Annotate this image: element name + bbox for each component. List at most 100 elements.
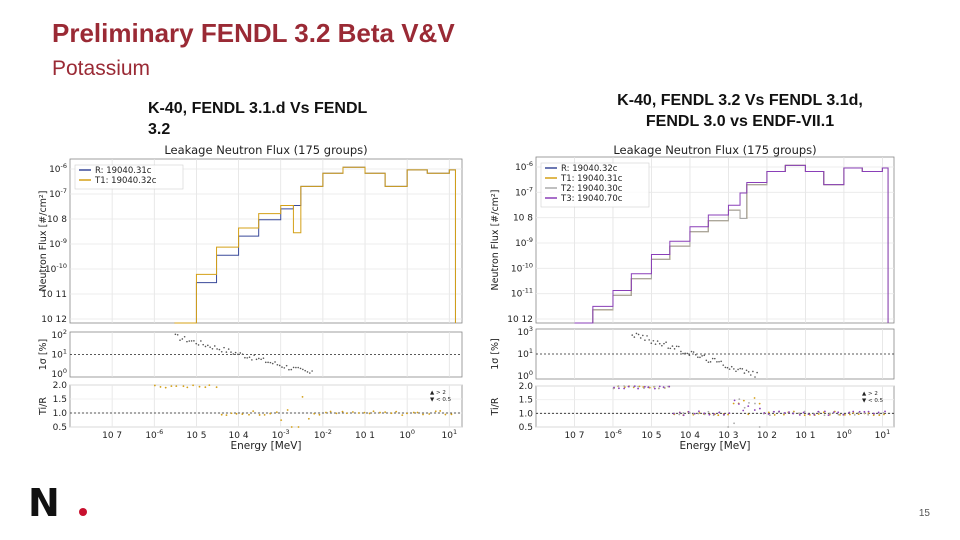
- flux-y-tick-label: 10-10: [511, 261, 533, 274]
- ratio-point: [837, 411, 840, 414]
- error-point: [267, 361, 269, 364]
- ratio-legend-lt: ▼ < 0.5: [430, 397, 452, 403]
- flux-y-tick-label: 10-9: [515, 236, 533, 249]
- error-point: [302, 368, 304, 371]
- error-point: [677, 345, 680, 348]
- error-point: [733, 368, 735, 370]
- error-y-tick-label: 101: [517, 347, 533, 360]
- x-tick-label: 10-6: [145, 428, 163, 441]
- error-point: [211, 348, 214, 350]
- chart-left: Leakage Neutron Flux (175 groups) 10-6 10-…: [38, 143, 463, 452]
- ratio-point: [263, 413, 266, 416]
- flux-y-tick-label: 10-6: [515, 160, 533, 173]
- ratio-point: [372, 410, 375, 413]
- error-point: [276, 363, 279, 366]
- ratio-point: [747, 413, 750, 416]
- error-point: [290, 368, 293, 371]
- error-point: [663, 342, 665, 345]
- ratio-point: [708, 413, 711, 416]
- ratio-point: [852, 410, 855, 413]
- ratio-point: [653, 385, 656, 388]
- caption-left: K-40, FENDL 3.1.d Vs FENDL 3.2: [148, 100, 368, 138]
- ratio-point: [718, 411, 721, 414]
- ratio-point: [428, 413, 431, 415]
- ratio-point: [842, 413, 845, 416]
- error-point: [216, 348, 218, 350]
- ratio-y-tick-label: 1.0: [519, 409, 534, 419]
- ratio-point: [444, 413, 447, 416]
- ratio-point: [335, 412, 338, 415]
- ratio-point: [252, 410, 255, 413]
- ratio-point: [275, 411, 278, 414]
- ratio-legend-gt: ▲ > 2: [862, 391, 878, 397]
- ratio-point: [220, 413, 223, 416]
- ratio-y-tick-label: 0.5: [519, 423, 533, 433]
- error-point: [295, 366, 297, 369]
- x-tick-label: 10-3: [272, 428, 290, 441]
- error-point: [646, 335, 648, 337]
- error-point: [204, 345, 207, 348]
- error-point: [255, 358, 258, 361]
- error-point: [181, 338, 184, 340]
- ratio-point: [733, 399, 736, 402]
- flux-y-tick-label: 10 12: [41, 315, 67, 325]
- chart-right: Leakage Neutron Flux (175 groups) 10-6 10-…: [490, 143, 895, 452]
- ratio-point: [773, 414, 776, 416]
- ratio-point: [208, 384, 211, 386]
- error-point: [642, 334, 644, 337]
- ratio-point: [884, 410, 886, 413]
- flux-y-tick-label: 10-7: [49, 187, 67, 200]
- ratio-point: [682, 412, 685, 414]
- caption-right-line2: FENDL 3.0 vs ENDF-VII.1: [645, 113, 835, 130]
- x-tick-label: 10 5: [186, 431, 206, 441]
- error-point: [709, 361, 712, 363]
- ratio-point: [186, 386, 189, 389]
- ratio-point: [707, 410, 710, 413]
- ratio-point: [712, 414, 715, 417]
- ratio-point: [742, 399, 745, 402]
- error-point: [195, 342, 198, 345]
- error-point: [652, 339, 655, 342]
- caption-right-line1: K-40, FENDL 3.2 Vs FENDL 3.1d,: [617, 92, 863, 109]
- ratio-point: [170, 385, 173, 387]
- x-tick-label: 10 2: [757, 431, 777, 441]
- error-point: [680, 350, 682, 353]
- ratio-point: [384, 411, 387, 414]
- error-point: [705, 359, 708, 362]
- error-point: [716, 361, 718, 363]
- error-point: [232, 353, 235, 355]
- error-point: [720, 360, 722, 363]
- ratio-point: [803, 414, 806, 417]
- error-point: [639, 337, 642, 339]
- ratio-point: [863, 410, 866, 413]
- error-point: [752, 370, 754, 373]
- chart-title: Leakage Neutron Flux (175 groups): [164, 143, 367, 157]
- logo-letter: N: [28, 484, 60, 524]
- x-tick-label: 10 1: [355, 431, 375, 441]
- ratio-point: [618, 387, 620, 390]
- error-point: [737, 368, 739, 371]
- ratio-point: [807, 413, 810, 415]
- legend-box: [74, 164, 184, 190]
- error-point: [200, 340, 202, 342]
- error-point: [667, 347, 670, 349]
- error-point: [697, 356, 699, 359]
- ratio-point: [738, 398, 741, 401]
- legend-box: [540, 162, 650, 208]
- legend-entry: R: 19040.31c: [95, 166, 152, 176]
- legend-entry: T1: 19040.31c: [560, 174, 623, 184]
- error-point: [739, 367, 741, 370]
- error-point: [274, 361, 276, 363]
- error-point: [220, 350, 223, 353]
- error-point: [188, 340, 191, 342]
- x-axis-label: Energy [MeV]: [231, 440, 302, 452]
- error-point: [688, 354, 691, 357]
- flux-y-tick-label: 10-10: [45, 262, 67, 275]
- error-point: [251, 359, 253, 361]
- error-point: [726, 366, 729, 369]
- error-point: [239, 352, 242, 354]
- ratio-point: [788, 411, 790, 413]
- error-point: [735, 370, 737, 373]
- error-point: [756, 371, 758, 374]
- ratio-point: [192, 384, 194, 387]
